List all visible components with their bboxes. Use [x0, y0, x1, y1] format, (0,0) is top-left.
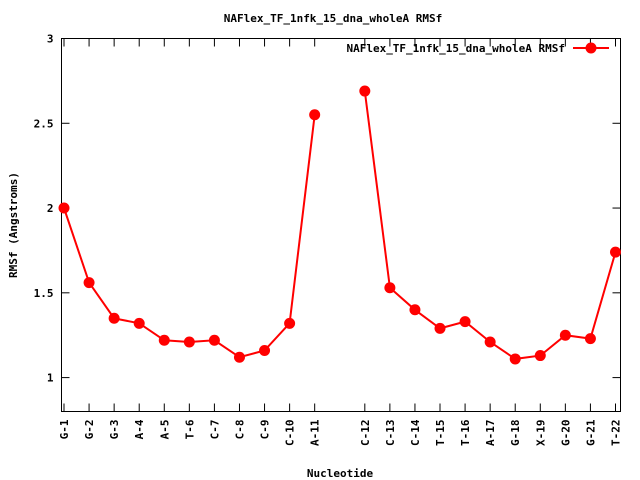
data-point — [384, 282, 396, 294]
x-tick-label: T-6 — [183, 419, 196, 439]
legend-marker — [585, 42, 597, 54]
y-tick-label: 2 — [47, 202, 54, 215]
data-point — [309, 109, 321, 121]
y-tick-label: 3 — [47, 33, 54, 46]
data-point — [409, 304, 421, 316]
x-tick-label: C-13 — [384, 420, 397, 447]
plot-frame — [61, 38, 621, 412]
x-tick-label: C-10 — [284, 420, 297, 447]
data-point — [434, 322, 446, 334]
y-tick-label: 1 — [47, 372, 54, 385]
x-tick-label: T-16 — [459, 419, 472, 446]
x-tick-label: C-9 — [259, 420, 272, 440]
x-tick-label: X-19 — [534, 420, 547, 447]
y-tick-label: 2.5 — [34, 117, 54, 130]
x-tick-label: A-5 — [158, 420, 171, 440]
x-tick-label: G-20 — [559, 420, 572, 447]
x-tick-label: C-7 — [208, 420, 221, 440]
data-point — [609, 246, 621, 258]
data-point — [259, 344, 271, 356]
data-point — [359, 85, 371, 97]
x-tick-label: G-1 — [58, 419, 71, 439]
series-line — [63, 114, 316, 359]
y-tick-label: 1.5 — [34, 287, 54, 300]
data-point — [559, 329, 571, 341]
data-point — [459, 316, 471, 328]
data-point — [58, 202, 70, 214]
x-axis-label: Nucleotide — [307, 467, 374, 480]
x-tick-label: C-12 — [359, 420, 372, 447]
x-tick-label: G-2 — [83, 420, 96, 440]
data-point — [484, 336, 496, 348]
chart-title: NAFlex_TF_1nfk_15_dna_wholeA RMSf — [224, 12, 443, 25]
x-tick-label: G-3 — [108, 420, 121, 440]
data-point — [208, 334, 220, 346]
data-point — [158, 334, 170, 346]
x-tick-label: T-22 — [609, 420, 622, 447]
data-point — [183, 336, 195, 348]
x-tick-label: C-8 — [233, 420, 246, 440]
series-line — [363, 90, 617, 360]
data-point — [534, 350, 546, 362]
data-point — [133, 317, 145, 329]
x-tick-label: T-15 — [434, 420, 447, 447]
data-point — [284, 317, 296, 329]
x-tick-label: G-18 — [509, 420, 522, 447]
x-tick-label: G-21 — [584, 419, 597, 446]
y-axis-ticks: 1 1.5 2 2.5 3 — [34, 33, 621, 385]
x-tick-label: A-11 — [309, 419, 322, 446]
data-point — [509, 353, 521, 365]
legend-label: NAFlex_TF_1nfk_15_dna_wholeA RMSf — [346, 42, 565, 55]
data-point — [233, 351, 245, 363]
series-layer — [58, 85, 621, 365]
y-axis-label: RMSf (Angstroms) — [7, 172, 20, 278]
x-axis-ticks: G-1 G-2 G-3 A-4 A-5 T-6 C-7 C-8 C-9 C-10 A-11 C-12 C… — [58, 38, 622, 447]
data-point — [108, 312, 120, 324]
x-tick-label: A-4 — [133, 419, 146, 439]
legend: NAFlex_TF_1nfk_15_dna_wholeA RMSf — [346, 42, 609, 55]
data-point — [83, 277, 95, 289]
data-point — [584, 333, 596, 345]
x-tick-label: A-17 — [484, 420, 497, 447]
x-tick-label: C-14 — [409, 419, 422, 446]
